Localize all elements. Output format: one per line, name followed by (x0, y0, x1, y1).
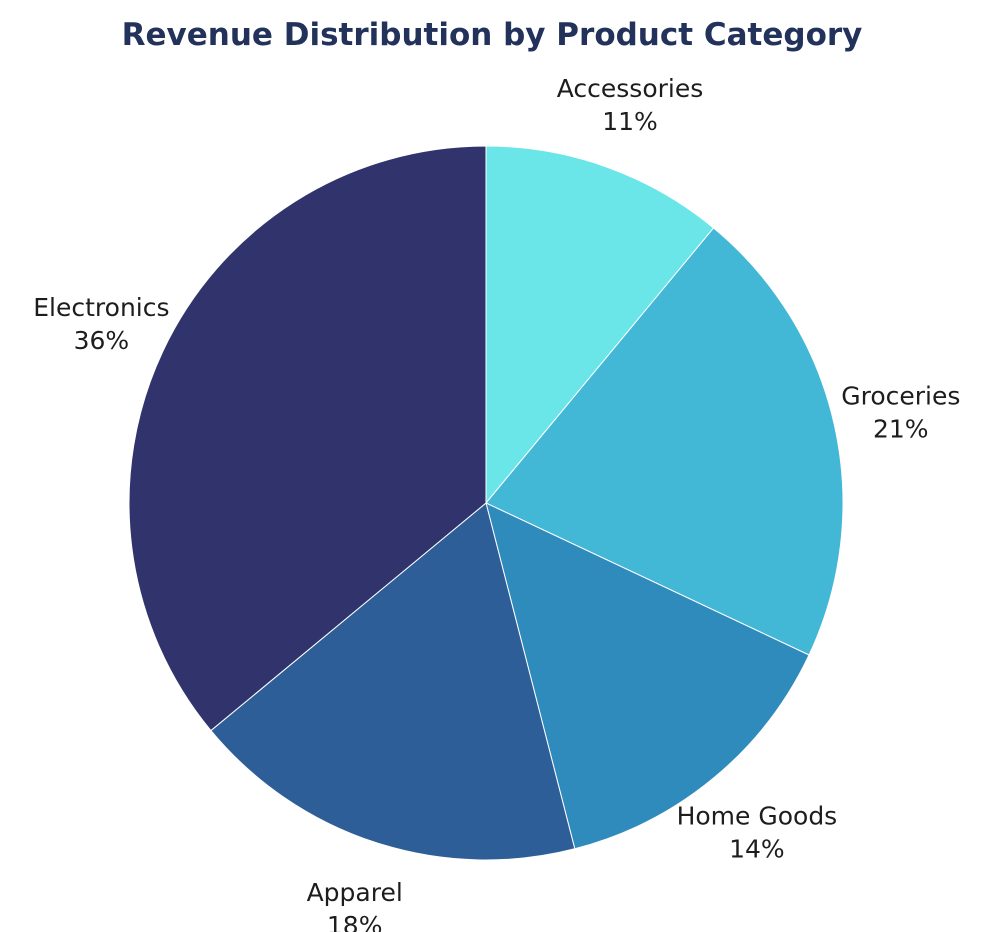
slice-label: Electronics (33, 293, 169, 322)
slice-label: Apparel (307, 878, 403, 907)
slice-percentage: 18% (327, 911, 383, 932)
slice-percentage: 36% (74, 326, 130, 355)
pie-slice-apparel (210, 502, 576, 861)
pie-slice-electronics (128, 145, 487, 732)
slice-percentage: 11% (602, 107, 658, 136)
slice-label: Accessories (557, 74, 704, 103)
slice-label: Groceries (841, 381, 960, 410)
slice-percentage: 14% (729, 835, 785, 864)
pie-labels: Accessories 11% Groceries 21% Home Goods 14% A… (33, 74, 960, 932)
slice-percentage: 21% (873, 414, 929, 443)
chart-title: Revenue Distribution by Product Category (122, 17, 863, 53)
slice-label: Home Goods (677, 802, 838, 831)
pie-slice-home-goods (485, 502, 810, 850)
pie-slices (128, 145, 844, 861)
pie-slice-groceries (485, 227, 844, 656)
pie-slice-accessories (485, 145, 715, 505)
